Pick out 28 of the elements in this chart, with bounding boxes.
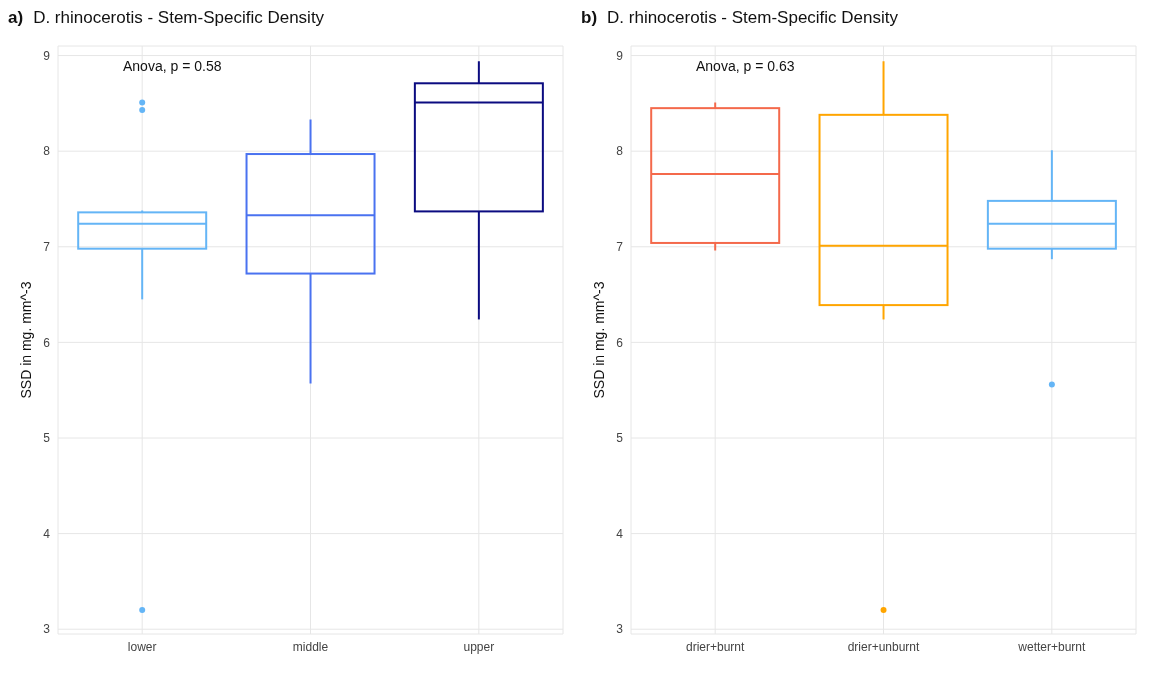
y-tick-label: 5 — [43, 431, 51, 446]
y-tick-label: 3 — [43, 622, 51, 637]
annotation: Anova, p = 0.58 — [123, 58, 222, 74]
x-tick-label: upper — [463, 639, 495, 654]
x-tick-label: lower — [127, 639, 157, 654]
x-tick-label: wetter+burnt — [1017, 639, 1087, 654]
y-tick-label: 4 — [616, 526, 624, 541]
x-tick-label: middle — [292, 639, 329, 654]
y-tick-label: 8 — [43, 144, 51, 159]
y-axis-title: SSD in mg. mm^-3 — [17, 281, 34, 399]
y-axis-title: SSD in mg. mm^-3 — [590, 281, 607, 399]
y-tick-label: 8 — [616, 144, 624, 159]
y-tick-label: 6 — [616, 335, 624, 350]
chart-title: D. rhinocerotis - Stem-Specific Density — [607, 8, 899, 27]
text: a) — [8, 8, 24, 27]
x-tick-label: drier+unburnt — [847, 639, 921, 654]
y-tick-label: 3 — [616, 622, 624, 637]
y-tick-label: 7 — [616, 240, 624, 255]
y-tick-label: 7 — [43, 240, 51, 255]
chart-title: D. rhinocerotis - Stem-Specific Density — [33, 8, 325, 27]
x-tick-label: drier+burnt — [685, 639, 746, 654]
y-tick-label: 9 — [43, 48, 51, 63]
y-tick-label: 5 — [616, 431, 624, 446]
text: b) — [581, 8, 598, 27]
y-tick-label: 6 — [43, 335, 51, 350]
annotation: Anova, p = 0.63 — [696, 58, 795, 74]
y-tick-label: 4 — [43, 526, 51, 541]
y-tick-label: 9 — [616, 48, 624, 63]
